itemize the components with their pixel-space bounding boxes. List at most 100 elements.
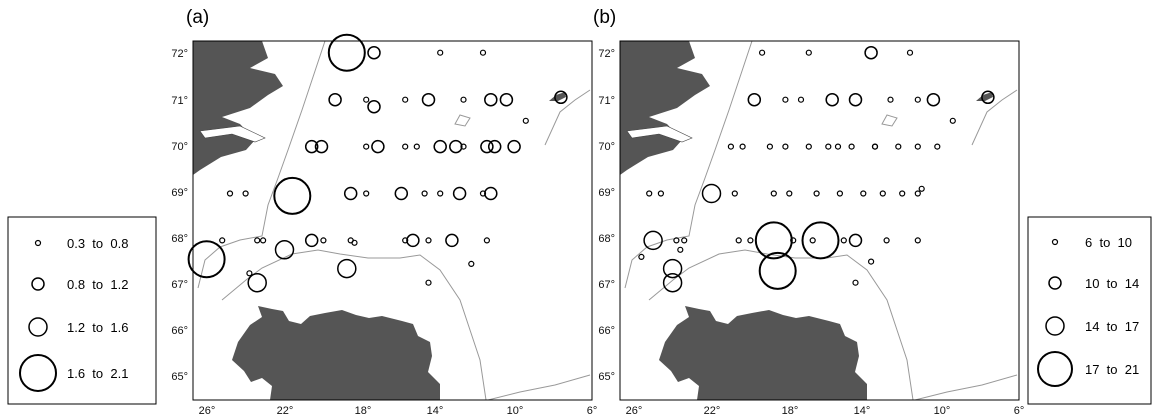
station-marker bbox=[797, 96, 805, 103]
station-marker bbox=[254, 237, 261, 244]
x-ticks-b: 26° 22° 18° 14° 10° 6° bbox=[626, 405, 1025, 417]
map-frame-b bbox=[619, 40, 1020, 401]
station-marker bbox=[351, 239, 358, 246]
station-marker bbox=[468, 260, 475, 267]
greenland-land bbox=[193, 41, 283, 175]
station-marker bbox=[425, 279, 432, 286]
y-tick-label: 67° bbox=[171, 279, 188, 291]
station-marker bbox=[437, 190, 444, 197]
station-marker bbox=[487, 139, 502, 154]
shelf-contour-1 bbox=[624, 41, 753, 289]
svalbard-jan-mayen bbox=[549, 92, 566, 101]
y-tick-label: 69° bbox=[171, 187, 188, 199]
station-marker bbox=[247, 272, 267, 293]
x-tick-label: 14° bbox=[427, 405, 444, 417]
station-marker bbox=[246, 270, 253, 277]
station-marker bbox=[394, 186, 409, 201]
legend-box-b bbox=[1027, 216, 1152, 405]
station-marker bbox=[507, 139, 521, 154]
basemap-b bbox=[620, 41, 1018, 400]
station-marker bbox=[786, 190, 793, 197]
station-marker bbox=[328, 92, 342, 107]
station-marker bbox=[371, 139, 385, 154]
legend-symbol bbox=[1045, 316, 1065, 336]
legend-label: 1.6 to 2.1 bbox=[67, 366, 128, 381]
station-marker bbox=[864, 45, 878, 60]
x-tick-label: 18° bbox=[782, 405, 799, 417]
station-marker bbox=[367, 99, 381, 114]
y-tick-label: 70° bbox=[598, 141, 615, 153]
y-tick-label: 71° bbox=[171, 95, 188, 107]
station-marker bbox=[499, 92, 514, 107]
y-tick-label: 72° bbox=[171, 48, 188, 60]
legend-symbol bbox=[31, 277, 45, 291]
station-marker bbox=[304, 233, 319, 248]
shelf-contour-3 bbox=[914, 374, 1018, 400]
y-tick-label: 65° bbox=[598, 371, 615, 383]
y-tick-label: 68° bbox=[171, 233, 188, 245]
legend-symbol bbox=[28, 317, 48, 337]
ridge-contour bbox=[544, 89, 591, 146]
x-tick-label: 18° bbox=[355, 405, 372, 417]
x-tick-label: 26° bbox=[626, 405, 643, 417]
station-marker bbox=[367, 45, 381, 60]
y-tick-label: 67° bbox=[598, 279, 615, 291]
legend-label: 1.2 to 1.6 bbox=[67, 320, 128, 335]
station-marker bbox=[363, 143, 370, 150]
station-marker bbox=[758, 49, 766, 56]
y-tick-label: 69° bbox=[598, 187, 615, 199]
legend-symbol bbox=[1051, 238, 1059, 246]
station-marker bbox=[735, 237, 742, 244]
shelf-contour-2 bbox=[221, 249, 487, 400]
shelf-contour-1 bbox=[197, 41, 326, 289]
station-marker bbox=[914, 237, 921, 244]
x-tick-label: 14° bbox=[854, 405, 871, 417]
station-marker bbox=[677, 246, 684, 253]
station-marker bbox=[918, 185, 925, 192]
y-tick-label: 68° bbox=[598, 233, 615, 245]
station-marker bbox=[445, 233, 459, 248]
markers-panel-b bbox=[638, 45, 995, 293]
station-marker bbox=[727, 143, 735, 150]
station-marker bbox=[825, 92, 839, 107]
station-marker bbox=[848, 92, 863, 107]
station-marker bbox=[747, 92, 762, 107]
station-marker bbox=[899, 190, 906, 197]
shelf-contour-3 bbox=[487, 374, 591, 400]
station-marker bbox=[406, 233, 420, 248]
station-marker bbox=[484, 186, 498, 201]
station-marker bbox=[681, 237, 688, 244]
station-marker bbox=[926, 92, 941, 107]
legend-label: 0.3 to 0.8 bbox=[67, 236, 128, 251]
station-marker bbox=[949, 117, 956, 124]
station-marker bbox=[766, 143, 774, 150]
station-marker bbox=[274, 240, 295, 260]
x-tick-label: 26° bbox=[199, 405, 216, 417]
legend-label: 14 to 17 bbox=[1085, 319, 1139, 334]
station-marker bbox=[363, 190, 370, 197]
iceland-land bbox=[232, 306, 440, 400]
legend-symbol bbox=[34, 239, 42, 247]
station-marker bbox=[782, 96, 789, 103]
station-marker bbox=[662, 258, 683, 279]
station-marker bbox=[226, 190, 234, 197]
station-marker bbox=[834, 143, 842, 150]
station-marker bbox=[460, 96, 467, 103]
y-ticks-b: 72° 71° 70° 69° 68° 67° 66° 65° bbox=[598, 48, 615, 383]
station-marker bbox=[421, 92, 436, 107]
legend-label: 17 to 21 bbox=[1085, 362, 1139, 377]
y-ticks-a: 72° 71° 70° 69° 68° 67° 66° 65° bbox=[171, 48, 188, 383]
legend-symbol bbox=[1048, 276, 1062, 290]
x-tick-label: 6° bbox=[587, 405, 598, 417]
station-marker bbox=[363, 96, 370, 103]
station-marker bbox=[479, 49, 487, 56]
shallows-contour bbox=[881, 114, 898, 127]
legend-label: 0.8 to 1.2 bbox=[67, 277, 128, 292]
station-marker bbox=[643, 230, 663, 251]
station-marker bbox=[701, 183, 722, 204]
station-marker bbox=[867, 258, 875, 265]
greenland-fjord bbox=[199, 125, 266, 143]
map-panel-b: (b) 72° 71° 70° 69° 68° 67° 66° 65° 26° bbox=[593, 7, 1024, 417]
station-marker bbox=[840, 237, 847, 244]
station-marker bbox=[895, 143, 902, 150]
